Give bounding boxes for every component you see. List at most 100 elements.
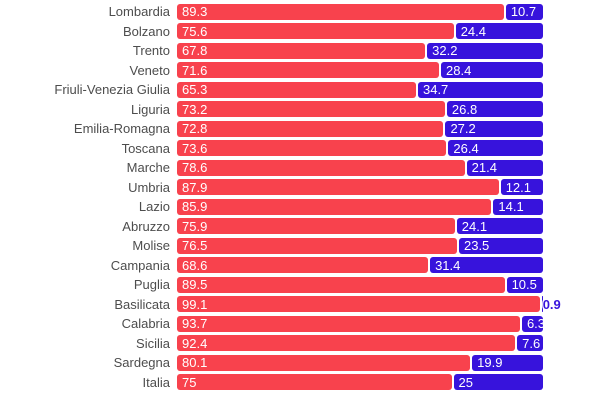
category-label: Umbria bbox=[128, 179, 170, 195]
category-label: Campania bbox=[110, 257, 170, 273]
value-label-red: 76.5 bbox=[182, 238, 208, 254]
value-label-red: 73.2 bbox=[182, 101, 208, 117]
category-label: Trento bbox=[132, 43, 170, 59]
bar-segment-red: 71.6 bbox=[177, 62, 440, 79]
chart-row: Friuli-Venezia Giulia 65.3 34.7 bbox=[0, 80, 600, 100]
bar-segment-blue: 28.4 bbox=[441, 62, 543, 79]
bar-segment-red: 75.9 bbox=[177, 218, 455, 235]
bar-segment-red: 80.1 bbox=[177, 354, 471, 371]
chart-row: Liguria 73.2 26.8 bbox=[0, 100, 600, 120]
value-label-blue: 31.4 bbox=[435, 257, 461, 273]
value-label-red: 73.6 bbox=[182, 140, 208, 156]
chart-row: Marche 78.6 21.4 bbox=[0, 158, 600, 178]
bar-segment-blue: 23.5 bbox=[458, 237, 543, 254]
value-label-blue: 28.4 bbox=[446, 62, 472, 78]
value-label-red: 68.6 bbox=[182, 257, 208, 273]
bar-track: 87.9 12.1 bbox=[177, 179, 543, 196]
value-label-blue: 23.5 bbox=[463, 238, 490, 254]
bar-track: 68.6 31.4 bbox=[177, 257, 543, 274]
bar-segment-blue: 25 bbox=[453, 374, 543, 391]
value-label-blue: 26.8 bbox=[451, 101, 478, 117]
value-label-blue: 26.4 bbox=[453, 140, 479, 156]
category-label: Abruzzo bbox=[122, 218, 170, 234]
value-label-blue: 19.9 bbox=[477, 355, 503, 371]
bar-segment-blue: 21.4 bbox=[466, 159, 543, 176]
bar-track: 65.3 34.7 bbox=[177, 81, 543, 98]
bar-segment-blue: 10.7 bbox=[505, 3, 543, 20]
chart-row: Campania 68.6 31.4 bbox=[0, 256, 600, 276]
bar-track: 76.5 23.5 bbox=[177, 237, 543, 254]
category-label: Italia bbox=[142, 374, 170, 390]
value-label-red: 89.5 bbox=[182, 277, 208, 293]
bar-track: 75 25 bbox=[177, 374, 543, 391]
value-label-red: 92.4 bbox=[182, 335, 208, 351]
bar-segment-blue: 26.8 bbox=[446, 101, 543, 118]
chart-row: Veneto 71.6 28.4 bbox=[0, 61, 600, 81]
value-label-blue: 6.3 bbox=[526, 316, 546, 332]
chart-row: Molise 76.5 23.5 bbox=[0, 236, 600, 256]
chart-row: Emilia-Romagna 72.8 27.2 bbox=[0, 119, 600, 139]
value-label-red: 67.8 bbox=[182, 43, 208, 59]
value-label-red: 75 bbox=[182, 374, 197, 390]
category-label: Veneto bbox=[129, 62, 171, 78]
category-label: Emilia-Romagna bbox=[73, 121, 170, 137]
value-label-red: 80.1 bbox=[182, 355, 208, 371]
bar-segment-blue: 19.9 bbox=[472, 354, 543, 371]
value-label-red: 75.9 bbox=[182, 218, 208, 234]
bar-segment-red: 76.5 bbox=[177, 237, 457, 254]
value-label-blue: 10.5 bbox=[511, 277, 537, 293]
chart-row: Sardegna 80.1 19.9 bbox=[0, 353, 600, 373]
category-label: Liguria bbox=[130, 101, 170, 117]
bar-segment-red: 89.5 bbox=[177, 276, 505, 293]
category-label: Calabria bbox=[121, 316, 170, 332]
bar-segment-red: 68.6 bbox=[177, 257, 429, 274]
value-label-blue: 0.9 bbox=[542, 296, 561, 312]
bar-segment-red: 75 bbox=[177, 374, 452, 391]
bar-segment-blue: 10.5 bbox=[506, 276, 543, 293]
chart-row: Lazio 85.9 14.1 bbox=[0, 197, 600, 217]
value-label-blue: 24.4 bbox=[460, 23, 486, 39]
category-label: Lombardia bbox=[108, 4, 170, 20]
bar-segment-blue: 34.7 bbox=[417, 81, 543, 98]
value-label-blue: 7.6 bbox=[522, 335, 541, 351]
chart-row: Abruzzo 75.9 24.1 bbox=[0, 217, 600, 237]
chart-row: Bolzano 75.6 24.4 bbox=[0, 22, 600, 42]
category-label: Bolzano bbox=[123, 23, 170, 39]
value-label-blue: 10.7 bbox=[510, 4, 537, 20]
bar-track: 85.9 14.1 bbox=[177, 198, 543, 215]
bar-segment-blue: 24.4 bbox=[455, 23, 543, 40]
bar-track: 73.2 26.8 bbox=[177, 101, 543, 118]
bar-track: 78.6 21.4 bbox=[177, 159, 543, 176]
bar-segment-red: 89.3 bbox=[177, 3, 504, 20]
chart-row: Basilicata 99.1 0.9 bbox=[0, 295, 600, 315]
value-label-blue: 32.2 bbox=[432, 43, 458, 59]
bar-track: 89.3 10.7 bbox=[177, 3, 543, 20]
bar-segment-red: 78.6 bbox=[177, 159, 465, 176]
chart-row: Italia 75 25 bbox=[0, 373, 600, 393]
value-label-red: 71.6 bbox=[182, 62, 208, 78]
chart-row: Puglia 89.5 10.5 bbox=[0, 275, 600, 295]
bar-track: 72.8 27.2 bbox=[177, 120, 543, 137]
bar-segment-red: 99.1 bbox=[177, 296, 540, 313]
bar-track: 71.6 28.4 bbox=[177, 62, 543, 79]
chart-row: Lombardia 89.3 10.7 bbox=[0, 2, 600, 22]
bar-segment-red: 72.8 bbox=[177, 120, 444, 137]
value-label-blue: 12.1 bbox=[505, 179, 532, 195]
bar-track: 92.4 7.6 bbox=[177, 335, 543, 352]
bar-segment-blue: 6.3 bbox=[521, 315, 546, 332]
value-label-blue: 24.1 bbox=[461, 218, 488, 234]
category-label: Sardegna bbox=[113, 355, 170, 371]
bar-segment-red: 92.4 bbox=[177, 335, 516, 352]
bar-track: 80.1 19.9 bbox=[177, 354, 543, 371]
bar-segment-blue: 0.9 bbox=[541, 296, 561, 313]
value-label-red: 93.7 bbox=[182, 316, 208, 332]
chart-row: Umbria 87.9 12.1 bbox=[0, 178, 600, 198]
bar-segment-blue: 26.4 bbox=[448, 140, 543, 157]
bar-track: 99.1 0.9 bbox=[177, 296, 561, 313]
chart-row: Calabria 93.7 6.3 bbox=[0, 314, 600, 334]
category-label: Toscana bbox=[121, 140, 170, 156]
chart-row: Trento 67.8 32.2 bbox=[0, 41, 600, 61]
value-label-blue: 25 bbox=[458, 374, 473, 390]
bar-segment-red: 73.6 bbox=[177, 140, 447, 157]
bar-track: 67.8 32.2 bbox=[177, 42, 543, 59]
